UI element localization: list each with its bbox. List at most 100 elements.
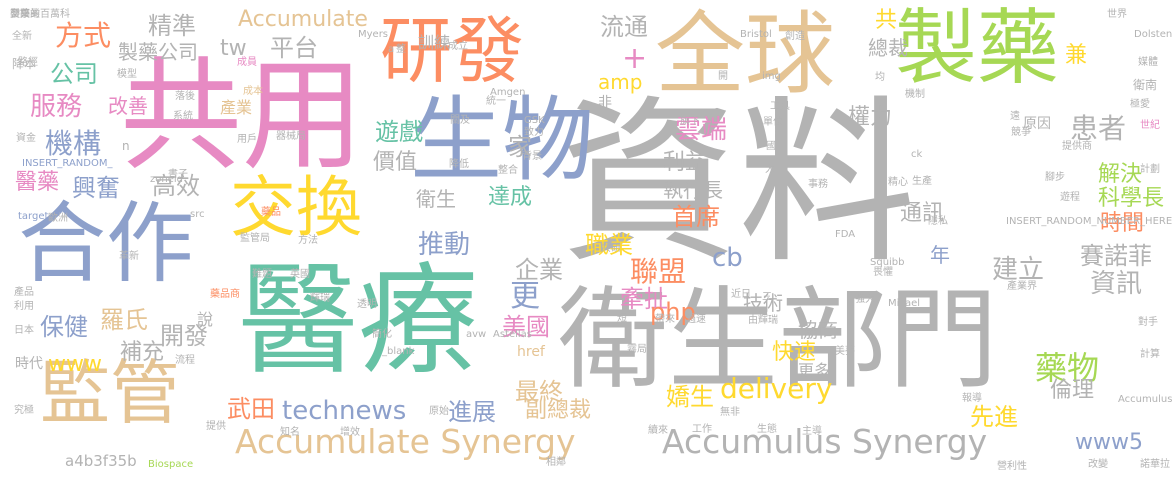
cloud-word: Dolsten: [1134, 29, 1173, 40]
cloud-word: Mikael: [888, 298, 921, 309]
cloud-word: 精心: [888, 177, 908, 188]
cloud-word: 權力: [848, 105, 893, 130]
cloud-word: 研發: [380, 9, 525, 93]
cloud-word: tw: [220, 36, 247, 61]
cloud-word: img: [762, 71, 781, 82]
cloud-word: 方法: [298, 235, 318, 246]
cloud-word: 聯盟: [630, 255, 687, 288]
cloud-word: 主導: [802, 426, 822, 437]
cloud-word: Astellas: [493, 329, 533, 340]
cloud-word: 高效: [152, 172, 200, 200]
cloud-word: src: [190, 209, 205, 220]
cloud-word: 均: [875, 72, 885, 83]
cloud-word: 公司: [50, 60, 98, 88]
cloud-word: 遊戲: [375, 118, 423, 146]
cloud-word: 究極: [14, 405, 34, 416]
cloud-word: avw: [466, 329, 487, 340]
cloud-word: 牽扯: [620, 285, 668, 313]
cloud-word: 關及: [450, 115, 470, 126]
cloud-word: 賽諾菲: [1080, 242, 1152, 270]
cloud-word: zoneid: [150, 174, 183, 185]
cloud-word: 書子: [168, 169, 188, 180]
cloud-word: 時間: [1100, 211, 1145, 236]
cloud-word: 利用: [14, 301, 34, 312]
cloud-word: 更多: [798, 361, 831, 380]
cloud-word: 最終: [515, 378, 563, 406]
cloud-word: 時代: [15, 356, 43, 372]
cloud-word: 藥物: [1035, 349, 1100, 387]
cloud-word: 近日: [731, 289, 751, 300]
cloud-word: 國: [766, 141, 776, 152]
cloud-word: 遠: [1010, 111, 1020, 122]
cloud-word: 產業界: [1007, 281, 1037, 292]
cloud-word: 產業: [220, 98, 253, 117]
cloud-word: 成立: [448, 41, 468, 52]
cloud-word: 工具: [770, 101, 790, 112]
cloud-word: 衛生: [416, 187, 456, 211]
cloud-word: 系統: [173, 111, 193, 122]
cloud-word: 續來: [648, 425, 668, 436]
cloud-word: 共研: [601, 243, 621, 254]
cloud-word: 英國: [290, 269, 310, 280]
cloud-word: 醫療: [238, 252, 478, 391]
cloud-word: 提供商: [1062, 141, 1092, 152]
cloud-word: 資訊: [1090, 269, 1143, 299]
cloud-word: 報導: [962, 393, 982, 404]
cloud-word: 大: [765, 164, 775, 175]
cloud-word: 致力: [524, 127, 544, 138]
cloud-word: 全新: [12, 31, 32, 42]
cloud-word: 精準: [148, 12, 196, 40]
cloud-word: 革新: [119, 251, 139, 262]
cloud-word: amp: [598, 70, 643, 94]
cloud-word: Accumulate: [238, 7, 368, 32]
cloud-word: 腳步: [1045, 172, 1065, 183]
cloud-word: 保健: [40, 313, 88, 341]
cloud-word: 補充: [120, 340, 165, 365]
cloud-word: 相鄰: [546, 457, 566, 468]
cloud-word: 生物: [410, 87, 595, 194]
cloud-word: 非: [598, 95, 612, 111]
cloud-word: 世界: [1107, 9, 1127, 20]
cloud-word: 醫藥: [15, 170, 60, 195]
cloud-word: 背景: [522, 151, 542, 162]
cloud-word: 競爭: [1011, 127, 1031, 138]
cloud-word: 遊程: [1060, 192, 1080, 203]
cloud-word: technews: [282, 396, 407, 426]
cloud-word: +: [622, 41, 648, 76]
cloud-word: 難題: [252, 269, 272, 280]
cloud-word: php: [650, 298, 696, 326]
cloud-word: 價值: [373, 150, 418, 175]
cloud-word: 落後: [175, 91, 195, 102]
cloud-word: 交接: [10, 9, 30, 20]
cloud-word: 開: [718, 71, 728, 82]
cloud-word: a4b3f35b: [65, 452, 137, 470]
cloud-word: 兼: [1065, 43, 1088, 68]
cloud-word: 隱私: [928, 216, 948, 227]
cloud-word: 降低: [449, 159, 469, 170]
cloud-word: cb: [712, 243, 743, 273]
cloud-word: 無非: [720, 407, 740, 418]
cloud-word: 通訊: [900, 201, 945, 226]
cloud-word: 極愛: [1130, 99, 1150, 110]
cloud-word: delivery: [720, 372, 833, 405]
cloud-word: 資金: [16, 133, 36, 144]
cloud-word: 過速: [686, 314, 706, 325]
cloud-word: 器械局: [276, 131, 306, 142]
cloud-word: GSK: [524, 115, 545, 126]
cloud-word: Amgen: [490, 87, 526, 98]
cloud-word: 日本: [14, 325, 34, 336]
cloud-word: 強大: [855, 294, 875, 305]
cloud-word: 全球: [655, 2, 835, 107]
cloud-word: 簡化: [372, 329, 392, 340]
cloud-word: Bristol: [740, 29, 772, 40]
cloud-word: 進展: [448, 398, 496, 426]
cloud-word: 美夢: [835, 346, 855, 357]
cloud-word: 整: [396, 44, 406, 55]
cloud-word: 美國: [502, 313, 550, 341]
cloud-word: 短: [617, 313, 627, 324]
cloud-word: 機構: [45, 127, 102, 160]
cloud-word: 諾華拉: [1140, 459, 1170, 470]
cloud-word: 改變: [1088, 459, 1108, 470]
cloud-word: 生態: [757, 424, 777, 435]
cloud-word: 服務: [30, 92, 83, 122]
